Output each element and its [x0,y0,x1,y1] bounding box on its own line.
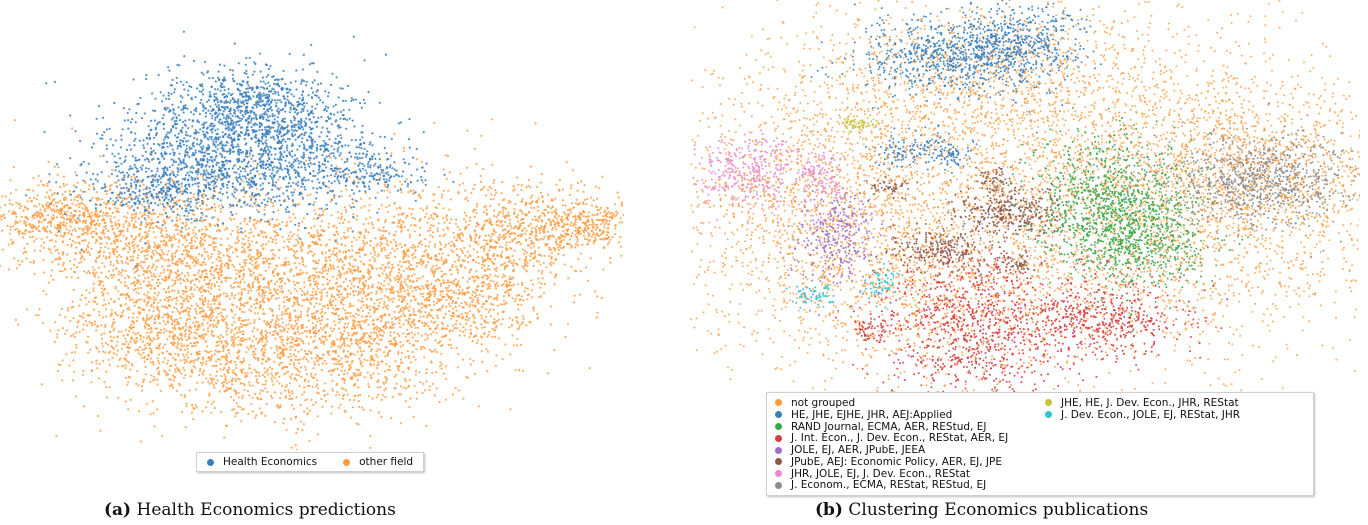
brown-cluster [892,175,1089,244]
green-cluster [979,106,1231,332]
legend-marker-icon [775,411,782,419]
brown-cluster [992,249,1043,281]
orange-point-cloud [0,176,147,255]
orange-point-cloud [202,220,525,449]
gray-cluster [1073,102,1360,259]
legend-marker-icon [207,458,214,466]
red-cluster [977,256,1229,387]
blue-point-cloud [24,95,379,268]
scatter-plot-a [0,30,624,450]
legend-a-label: other field [359,456,413,468]
orange-point-cloud [42,138,591,403]
blue-cluster [874,127,929,171]
brown-cluster [865,175,919,202]
legend-marker-icon [775,446,782,454]
legend-b-label: J. Dev. Econ., JOLE, EJ, REStat, JHR [1061,409,1240,421]
legend-b-item: JHE, HE, J. Dev. Econ., JHR, REStat [1045,397,1307,409]
legend-marker-icon [775,399,782,407]
legend-b-label: JPubE, AEJ: Economic Policy, AER, EJ, JP… [791,456,1002,468]
green-cluster [1033,162,1249,321]
caption-b-text: Clustering Economics publications [848,500,1148,520]
olive-cluster [842,114,887,135]
pink-cluster [692,115,833,225]
not-grouped-point-cloud [889,3,1360,395]
brown-cluster [975,161,1021,193]
panel-a-health-economics: Health Economics other field (a) Health E… [0,0,624,525]
legend-b-item: J. Int. Econ., J. Dev. Econ., REStat, AE… [775,432,1037,444]
legend-a-label: Health Economics [223,456,317,468]
cyan-cluster [859,263,904,309]
legend-marker-icon [775,458,782,466]
red-cluster [833,227,1138,395]
legend-a-item: other field [343,456,413,468]
legend-marker-icon [775,481,782,489]
red-cluster [853,310,902,344]
legend-b-label: not grouped [791,397,855,409]
legend-a: Health Economics other field [196,452,425,472]
not-grouped-point-cloud [698,0,1360,203]
panel-b-clustering: not grouped HE, JHE, EJHE, JHR, AEJ:Appli… [690,0,1360,525]
caption-b-tag: (b) [815,500,843,520]
legend-b-label: J. Econom., ECMA, REStat, REStud, EJ [791,479,986,491]
legend-marker-icon [775,422,782,430]
legend-b-item: JHR, JOLE, EJ, J. Dev. Econ., REStat [775,468,1037,480]
orange-point-cloud [362,227,604,396]
legend-b-label: JHE, HE, J. Dev. Econ., JHR, REStat [1061,397,1239,409]
blue-cluster [810,3,1079,113]
blue-cluster [865,124,978,174]
legend-marker-icon [775,434,782,442]
blue-cluster [940,0,1102,101]
legend-b-item: JPubE, AEJ: Economic Policy, AER, EJ, JP… [775,456,1037,468]
orange-point-cloud [542,198,624,250]
not-grouped-point-cloud [690,0,1360,395]
legend-b-item: JOLE, EJ, AER, JPubE, JEEA [775,444,1037,456]
legend-b-item: HE, JHE, EJHE, JHR, AEJ:Applied [775,409,1037,421]
caption-a-tag: (a) [104,500,131,520]
legend-b-label: RAND Journal, ECMA, AER, REStud, EJ [791,421,986,433]
legend-b-label: J. Int. Econ., J. Dev. Econ., REStat, AE… [791,432,1008,444]
legend-b-item: J. Econom., ECMA, REStat, REStud, EJ [775,479,1037,491]
legend-b-item: J. Dev. Econ., JOLE, EJ, REStat, JHR [1045,409,1307,421]
legend-marker-icon [775,470,782,478]
legend-marker-icon [1045,399,1052,407]
purple-cluster [777,157,893,317]
orange-point-cloud [376,161,624,287]
legend-b-item: not grouped [775,397,1037,409]
blue-point-cloud [161,52,362,141]
legend-a-item: Health Economics [207,456,317,468]
legend-marker-icon [1045,411,1052,419]
legend-b: not grouped HE, JHE, EJHE, JHR, AEJ:Appli… [766,392,1314,497]
cyan-cluster [785,283,835,309]
blue-point-cloud [304,143,455,202]
legend-b-label: JOLE, EJ, AER, JPubE, JEEA [791,444,925,456]
orange-point-cloud [14,246,268,416]
legend-b-item: RAND Journal, ECMA, AER, REStud, EJ [775,421,1037,433]
legend-b-label: JHR, JOLE, EJ, J. Dev. Econ., REStat [791,468,970,480]
blue-point-cloud [168,82,426,243]
brown-cluster [868,225,1005,277]
blue-point-cloud [55,160,228,220]
legend-marker-icon [343,458,351,466]
caption-a-text: Health Economics predictions [137,500,396,520]
caption-a: (a) Health Economics predictions [104,500,396,520]
caption-b: (b) Clustering Economics publications [815,500,1148,520]
scatter-plot-b [690,0,1360,395]
legend-b-label: HE, JHE, EJHE, JHR, AEJ:Applied [791,409,952,421]
orange-point-cloud [55,255,400,450]
pink-cluster [774,129,845,235]
